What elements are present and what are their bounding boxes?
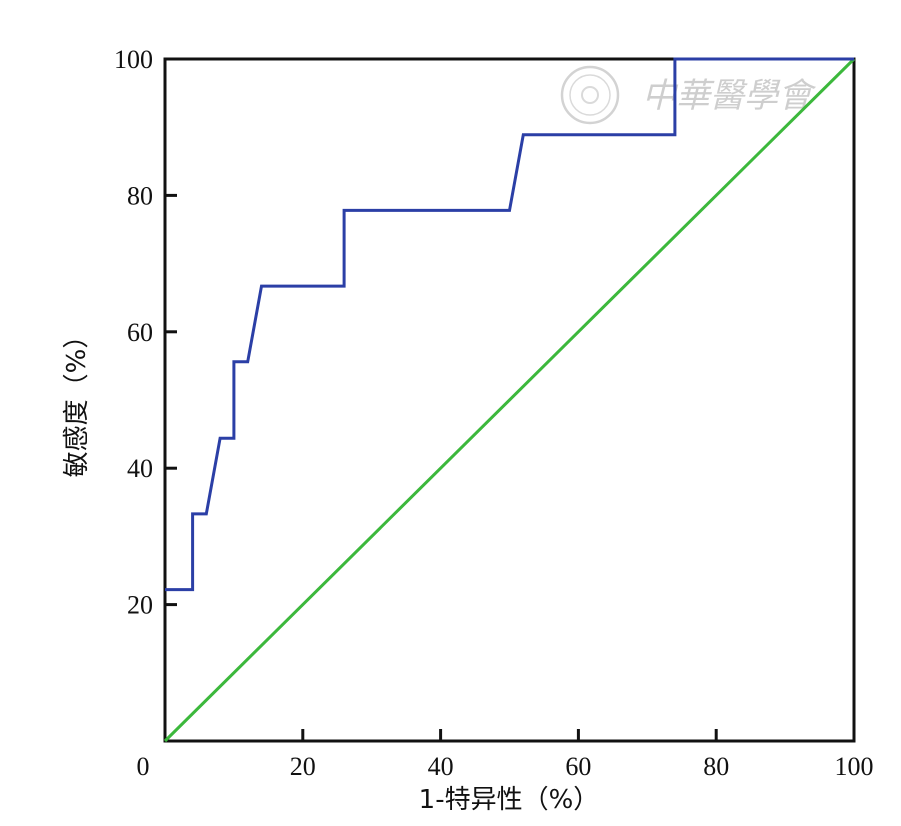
x-tick-label: 0 bbox=[137, 752, 150, 781]
y-tick-label: 80 bbox=[127, 181, 153, 210]
y-axis-ticks: 20 40 60 80 100 bbox=[114, 45, 177, 620]
plot-area-border bbox=[163, 57, 856, 743]
y-tick-label: 20 bbox=[127, 591, 153, 620]
series-layer bbox=[163, 57, 856, 743]
watermark-text: 中華醫學會 bbox=[642, 76, 817, 116]
x-tick-label: 40 bbox=[428, 752, 454, 781]
x-axis-ticks: 0 20 40 60 80 100 bbox=[137, 729, 874, 781]
x-axis-label: 1-特异性（%） bbox=[419, 785, 600, 815]
y-tick-label: 60 bbox=[127, 318, 153, 347]
x-tick-label: 60 bbox=[565, 752, 591, 781]
x-tick-label: 20 bbox=[290, 752, 316, 781]
watermark-seal-icon bbox=[560, 65, 620, 125]
watermark: 中華醫學會 bbox=[560, 65, 817, 125]
reference-diagonal-line bbox=[163, 57, 856, 743]
x-tick-label: 100 bbox=[835, 752, 874, 781]
axes-frame bbox=[163, 57, 856, 743]
x-tick-label: 80 bbox=[703, 752, 729, 781]
y-tick-label: 100 bbox=[114, 45, 153, 74]
roc-curve-line bbox=[165, 57, 854, 592]
y-axis-label: 敏感度（%） bbox=[62, 323, 92, 478]
y-tick-label: 40 bbox=[127, 454, 153, 483]
